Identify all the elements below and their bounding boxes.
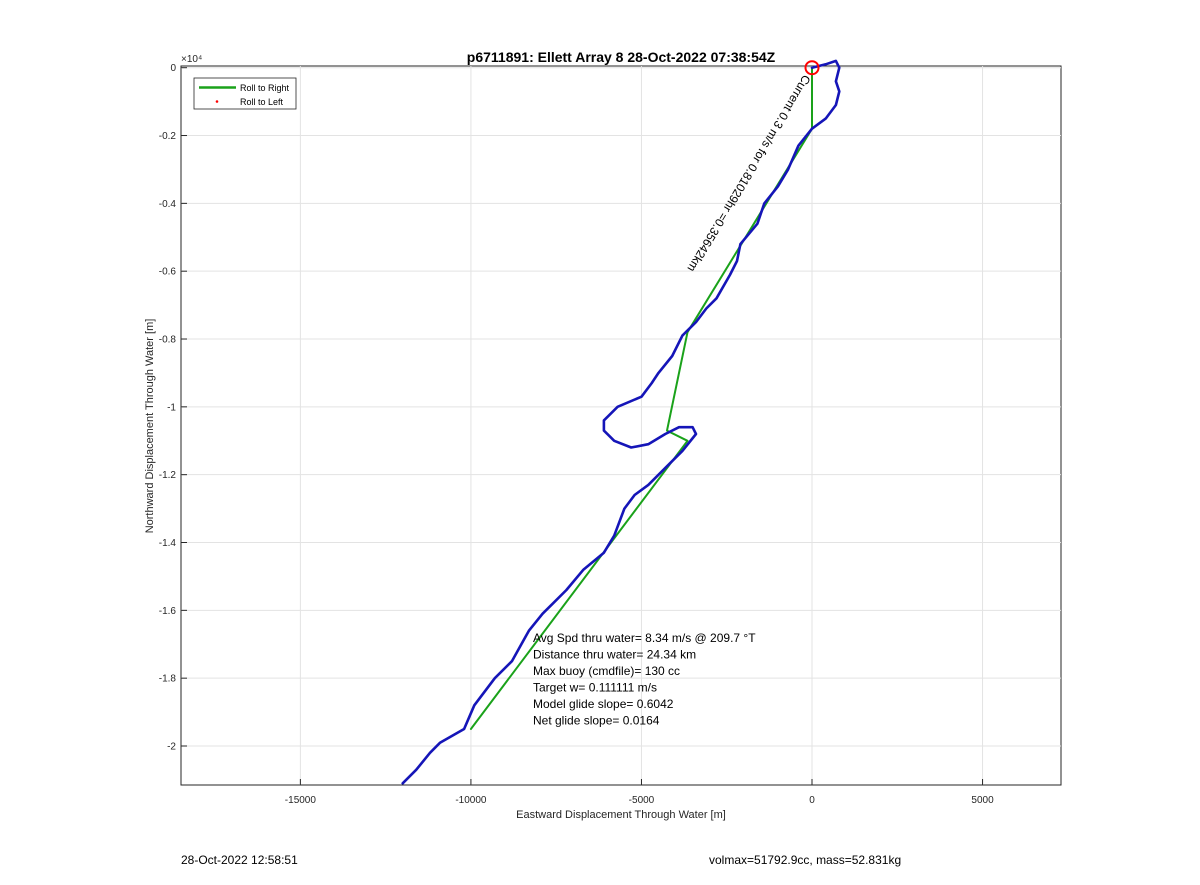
y-tick-label: -0.4: [159, 199, 177, 210]
y-tick-label: -0.2: [159, 131, 177, 142]
stats-line: Target w= 0.111111 m/s: [533, 681, 657, 695]
axis-ticks: -15000 -10000 -5000 0 5000 0 -0.2 -0.4 -0.6 -0.8 -…: [159, 63, 994, 806]
x-tick-label: -5000: [629, 795, 655, 806]
y-axis-label: Northward Displacement Through Water [m]: [144, 319, 156, 534]
legend: Roll to Right Roll to Left: [193, 77, 297, 110]
plot-series: [401, 59, 841, 785]
footer-mass-info: volmax=51792.9cc, mass=52.831kg: [709, 853, 902, 867]
y-tick-label: -1: [167, 402, 176, 413]
y-tick-label: -1.2: [159, 470, 177, 481]
y-tick-label: -1.4: [159, 538, 177, 549]
y-axis-exponent: ×10⁴: [181, 54, 202, 65]
x-tick-label: -15000: [285, 795, 317, 806]
stats-line: Max buoy (cmdfile)= 130 cc: [533, 664, 680, 678]
stats-line: Avg Spd thru water= 8.34 m/s @ 209.7 °T: [533, 631, 756, 645]
footer-timestamp: 28-Oct-2022 12:58:51: [181, 853, 298, 867]
axes-box: [180, 65, 1062, 786]
plot-title: p6711891: Ellett Array 8 28-Oct-2022 07:…: [467, 49, 776, 65]
legend-roll-left-label: Roll to Left: [240, 97, 284, 107]
legend-roll-right-label: Roll to Right: [240, 83, 290, 93]
y-tick-label: -0.8: [159, 335, 177, 346]
y-tick-label: -1.8: [159, 674, 177, 685]
grid-lines: [181, 66, 1061, 785]
stats-line: Net glide slope= 0.0164: [533, 714, 660, 728]
y-tick-label: -2: [167, 741, 176, 752]
x-axis-label: Eastward Displacement Through Water [m]: [516, 809, 726, 821]
x-tick-label: 0: [809, 795, 815, 806]
x-tick-label: -10000: [455, 795, 487, 806]
y-tick-label: -0.6: [159, 267, 177, 278]
legend-roll-left-dot: [215, 100, 219, 103]
glider-track-line: [401, 59, 841, 785]
stats-line: Model glide slope= 0.6042: [533, 697, 674, 711]
stats-line: Distance thru water= 24.34 km: [533, 648, 696, 662]
stats-block: Avg Spd thru water= 8.34 m/s @ 209.7 °T D…: [533, 631, 756, 728]
x-tick-label: 5000: [971, 795, 994, 806]
legend-box: [193, 77, 297, 110]
y-tick-label: 0: [170, 63, 176, 74]
y-tick-label: -1.6: [159, 606, 177, 617]
roll-right-legs-line: [469, 66, 813, 730]
start-point-marker: [804, 60, 820, 76]
start-marker: [804, 60, 820, 76]
